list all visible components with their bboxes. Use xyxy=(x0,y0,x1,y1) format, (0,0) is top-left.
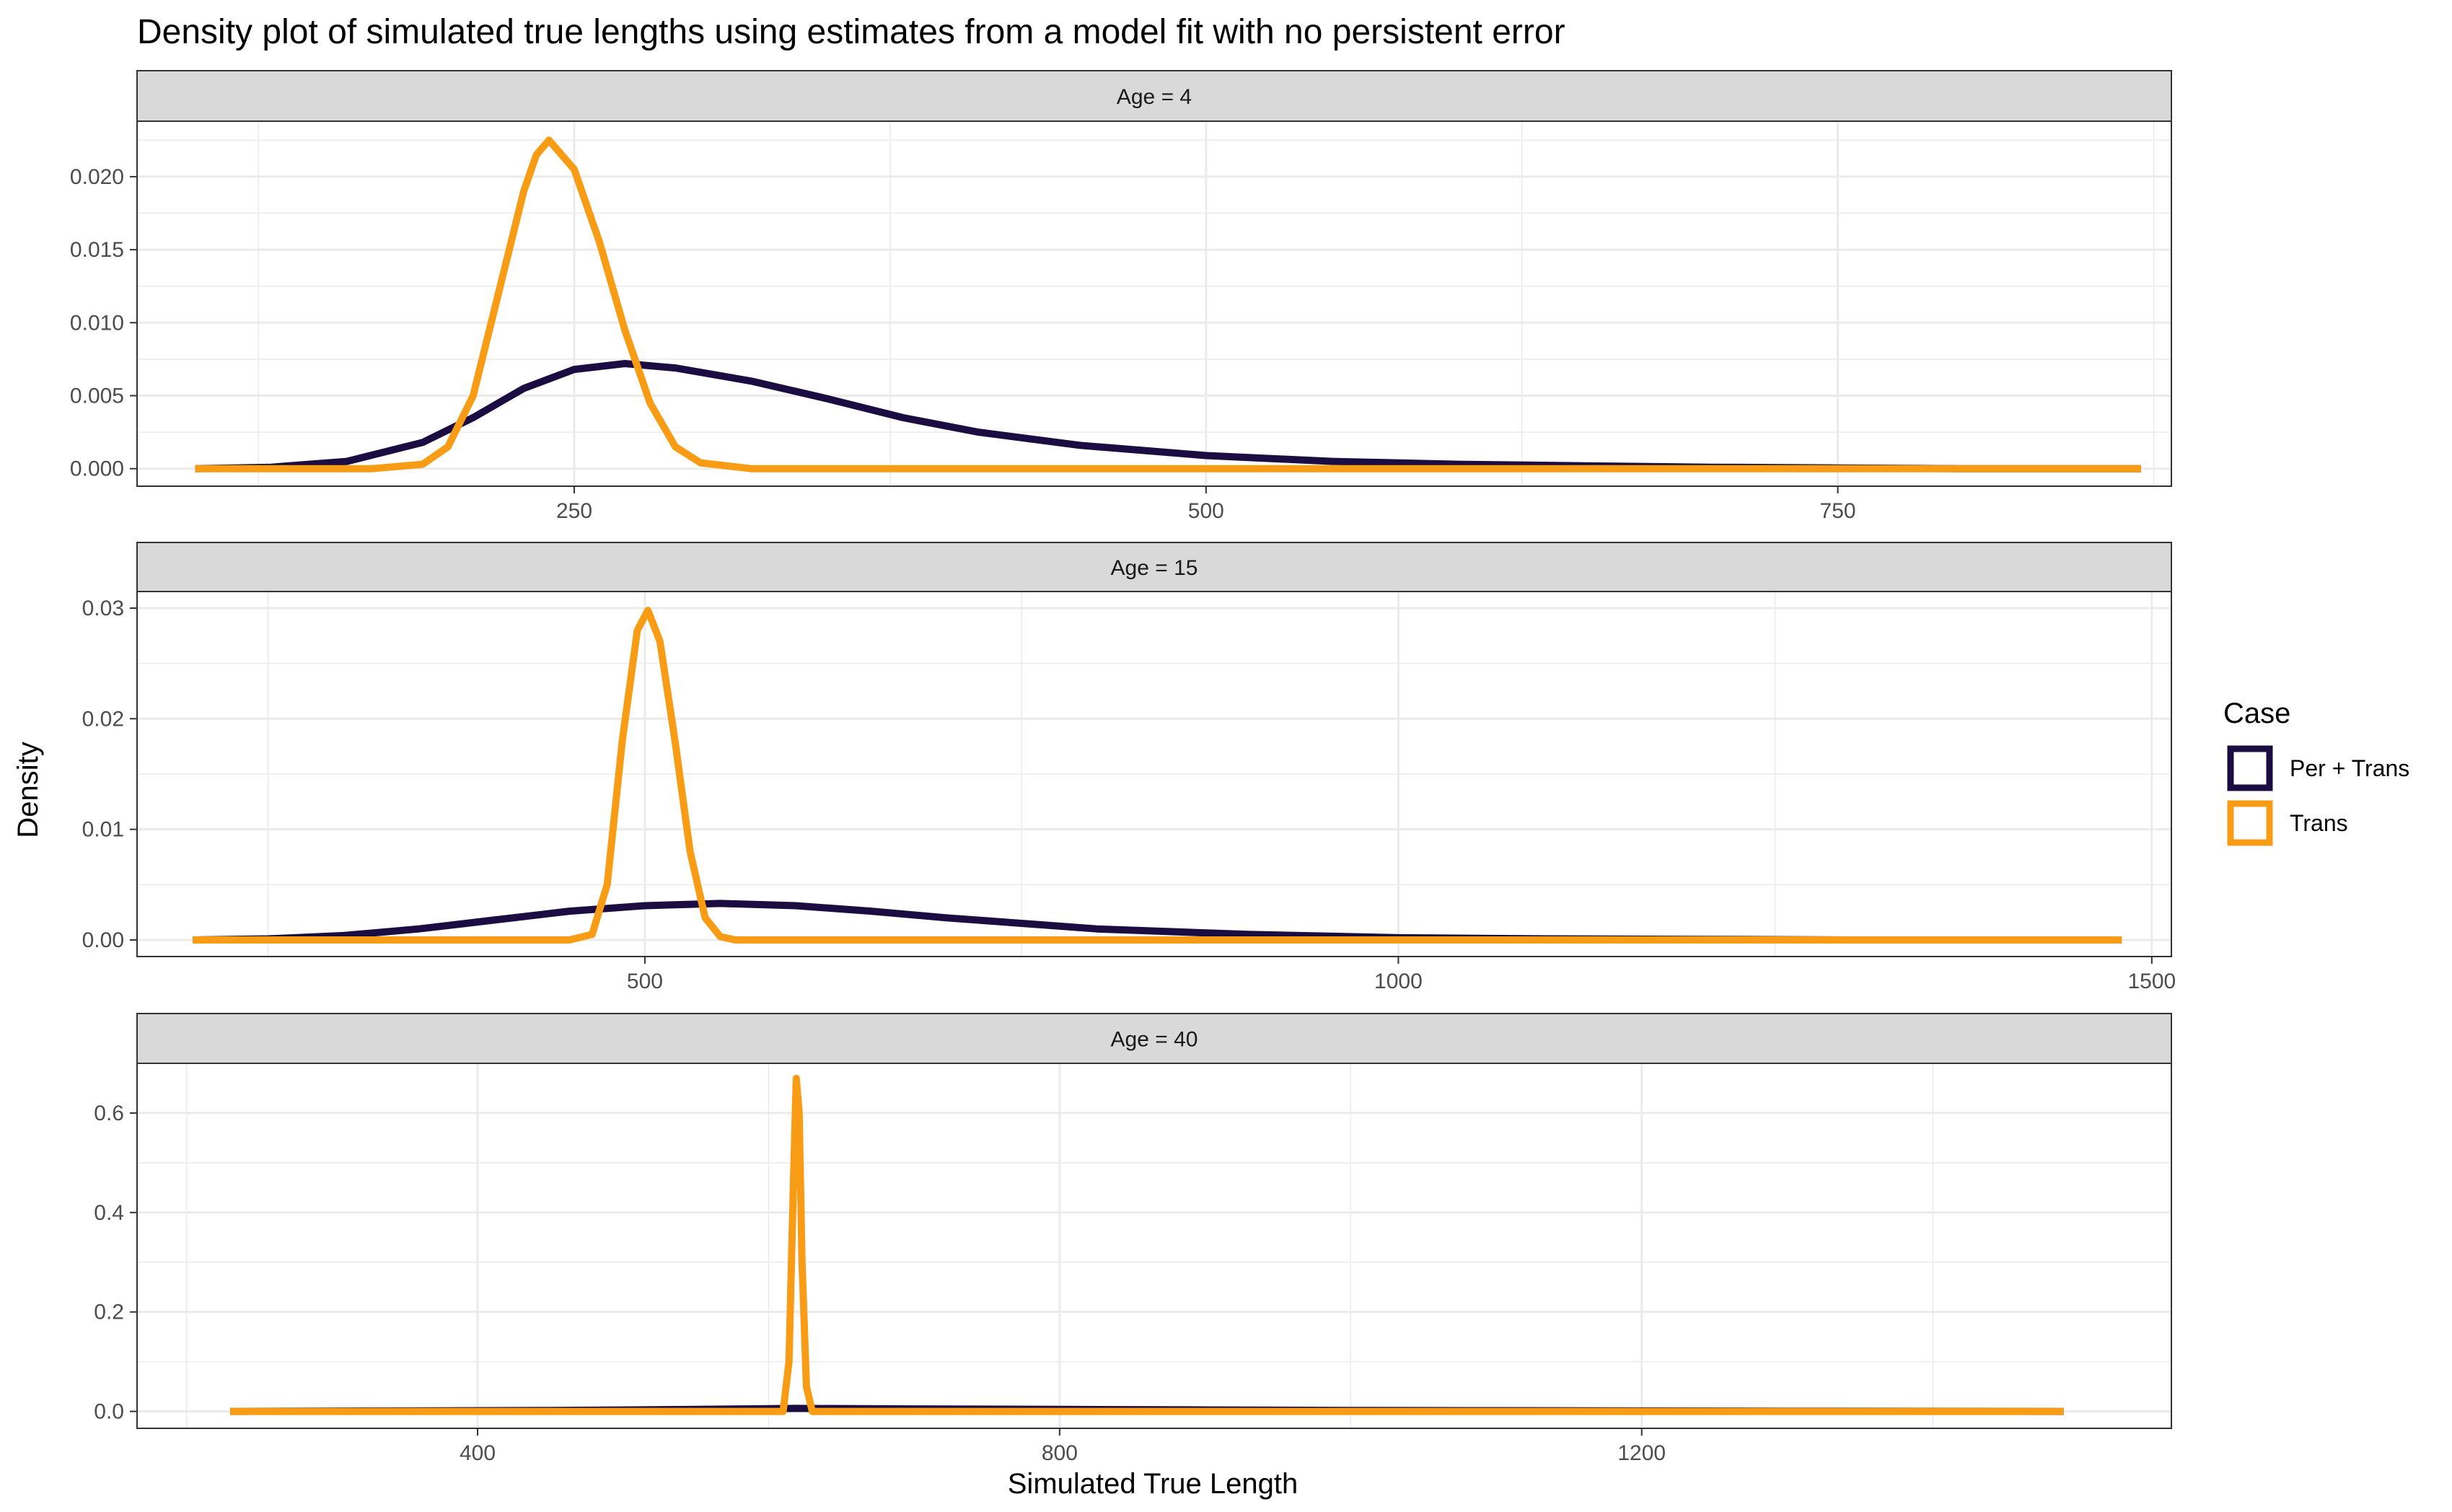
x-tick-label: 1500 xyxy=(2127,970,2176,993)
panel-age-4: Age = 4 0.000 0.005 0.010 0.015 0.020 250 500 75… xyxy=(70,70,2172,523)
x-tick-label: 1200 xyxy=(1617,1441,1666,1465)
x-tick-label: 1000 xyxy=(1374,970,1423,993)
series-line-trans xyxy=(230,1074,2064,1415)
legend-label-per-trans: Per + Trans xyxy=(2290,755,2409,781)
facet-strip xyxy=(136,542,2172,592)
panel-border xyxy=(136,591,2172,957)
facet-strip-label: Age = 40 xyxy=(1111,1028,1198,1052)
panel-age-15: Age = 15 0.00 0.01 0.02 0.03 500 1000 1500 xyxy=(82,542,2176,993)
facet-strip-label: Age = 15 xyxy=(1111,556,1198,580)
chart-title: Density plot of simulated true lengths u… xyxy=(137,13,1565,51)
series-group xyxy=(230,1074,2064,1415)
x-tick-label: 500 xyxy=(1188,499,1224,523)
y-tick-label: 0.010 xyxy=(70,311,124,335)
panel-border xyxy=(136,1063,2172,1429)
x-axis-title: Simulated True Length xyxy=(1008,1468,1298,1500)
facet-strip-label: Age = 4 xyxy=(1117,85,1192,109)
x-tick-label: 750 xyxy=(1820,499,1856,523)
y-tick-label: 0.015 xyxy=(70,238,124,262)
legend-key-trans xyxy=(2227,800,2273,846)
series-line-trans xyxy=(195,136,2141,472)
y-tick-label: 0.6 xyxy=(94,1102,124,1125)
y-tick-label: 0.03 xyxy=(82,597,124,620)
series-group xyxy=(193,607,2122,944)
y-tick-label: 0.005 xyxy=(70,384,124,408)
series-group xyxy=(195,136,2141,472)
y-tick-label: 0.000 xyxy=(70,457,124,481)
facet-strip xyxy=(136,1013,2172,1064)
y-tick-label: 0.02 xyxy=(82,707,124,731)
panel-border xyxy=(136,120,2172,487)
y-tick-label: 0.2 xyxy=(94,1301,124,1324)
panel-age-40: Age = 40 0.0 0.2 0.4 0.6 400 800 1200 xyxy=(94,1013,2172,1465)
y-tick-label: 0.4 xyxy=(94,1201,124,1225)
y-tick-label: 0.0 xyxy=(94,1400,124,1424)
y-axis-title: Density xyxy=(12,742,44,838)
y-tick-label: 0.01 xyxy=(82,818,124,842)
legend-key-per-trans xyxy=(2227,745,2273,791)
x-tick-label: 800 xyxy=(1042,1441,1078,1465)
legend-title: Case xyxy=(2223,698,2290,729)
y-tick-label: 0.00 xyxy=(82,928,124,952)
x-tick-label: 400 xyxy=(460,1441,496,1465)
legend: Case Per + Trans Trans xyxy=(2223,698,2409,846)
facet-strip xyxy=(136,70,2172,122)
legend-label-trans: Trans xyxy=(2290,810,2348,836)
x-tick-label: 250 xyxy=(556,499,592,523)
y-tick-label: 0.020 xyxy=(70,165,124,189)
x-tick-label: 500 xyxy=(627,970,663,993)
series-line-trans xyxy=(193,607,2122,944)
facet-panels: Age = 4 0.000 0.005 0.010 0.015 0.020 250 500 75… xyxy=(70,70,2176,1465)
